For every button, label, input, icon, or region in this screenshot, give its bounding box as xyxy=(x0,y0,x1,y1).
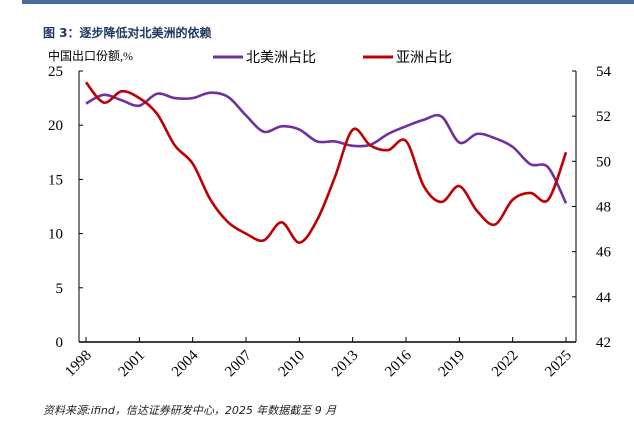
left-tick-label: 10 xyxy=(48,227,63,243)
x-tick-label: 2013 xyxy=(329,348,362,381)
x-tick-label: 2025 xyxy=(542,348,575,381)
x-tick-label: 1998 xyxy=(62,348,95,381)
legend-label-0: 北美洲占比 xyxy=(246,50,316,66)
top-rule xyxy=(22,0,634,4)
right-tick-label: 46 xyxy=(596,245,612,261)
x-tick-label: 2019 xyxy=(436,348,469,381)
left-tick-label: 0 xyxy=(56,335,64,351)
x-tick-label: 2022 xyxy=(489,348,522,381)
left-tick-label: 5 xyxy=(56,281,64,297)
right-tick-label: 50 xyxy=(596,154,611,170)
right-tick-label: 44 xyxy=(596,290,612,306)
x-tick-label: 2010 xyxy=(276,348,309,381)
x-tick-label: 2004 xyxy=(169,347,202,380)
y-axis-label: 中国出口份额,% xyxy=(48,48,133,63)
right-tick-label: 42 xyxy=(596,335,611,351)
right-tick-label: 48 xyxy=(596,200,611,216)
legend-label-1: 亚洲占比 xyxy=(396,50,452,66)
left-tick-label: 25 xyxy=(48,64,63,80)
left-tick-label: 15 xyxy=(48,172,63,188)
series-line-0 xyxy=(85,91,568,204)
series-line-1 xyxy=(84,81,568,244)
left-tick-label: 20 xyxy=(48,118,63,134)
figure-title: 图 3：逐步降低对北美洲的依赖 xyxy=(43,26,212,40)
right-tick-label: 54 xyxy=(596,64,612,80)
right-tick-label: 52 xyxy=(596,109,611,125)
x-tick-label: 2007 xyxy=(222,347,255,380)
x-tick-label: 2016 xyxy=(382,347,415,380)
x-tick-label: 2001 xyxy=(116,348,149,381)
source-note: 资料来源:ifind，信达证券研发中心，2025 年数据截至 9 月 xyxy=(43,404,337,417)
